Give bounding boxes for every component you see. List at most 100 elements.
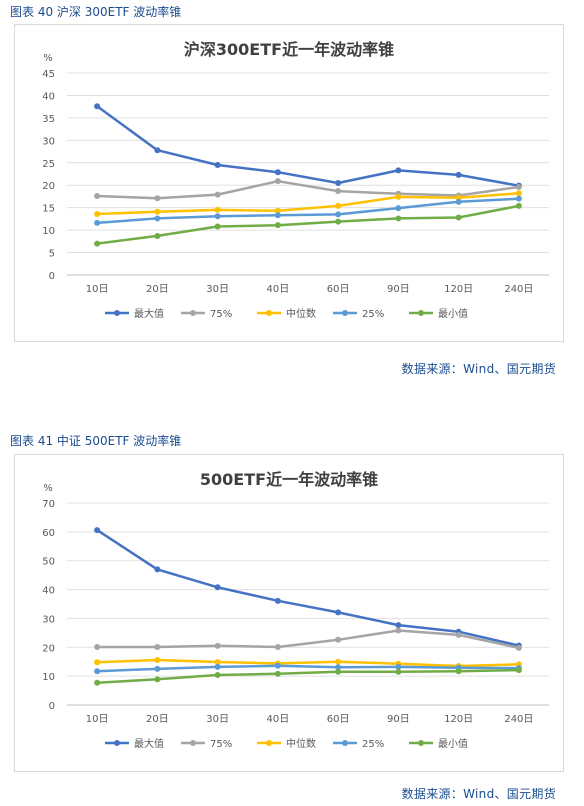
series-line-1 — [97, 629, 520, 650]
data-point — [455, 668, 462, 675]
data-point — [214, 206, 221, 213]
x-tick-label: 20日 — [146, 714, 169, 725]
chart-panel-zz500: 500ETF近一年波动率锥% 0 10 20 30 40 50 60 70 10日 20日 30日 40… — [14, 454, 564, 772]
chart-hs300-volatility-cone: 沪深300ETF近一年波动率锥% 0 5 10 15 20 25 30 35 40 45 10日 20日… — [42, 40, 549, 320]
data-point — [94, 192, 101, 199]
data-point — [395, 663, 402, 670]
data-point — [214, 659, 221, 666]
legend-label: 中位数 — [286, 307, 316, 320]
y-tick-label: 20 — [42, 181, 55, 192]
legend-label: 最小值 — [438, 737, 468, 750]
y-tick-label: 0 — [49, 271, 55, 282]
legend-label: 25% — [362, 309, 384, 320]
data-point — [335, 668, 342, 675]
y-tick-label: 30 — [42, 614, 55, 625]
chart-panel-hs300: 沪深300ETF近一年波动率锥% 0 5 10 15 20 25 30 35 40 45 10日 20日… — [14, 24, 564, 342]
data-point — [154, 147, 161, 154]
x-tick-label: 30日 — [206, 714, 229, 725]
y-tick-label: 20 — [42, 643, 55, 654]
data-point — [395, 193, 402, 200]
data-point — [154, 215, 161, 222]
y-tick-label: 40 — [42, 586, 55, 597]
y-tick-label: 15 — [42, 204, 55, 215]
y-tick-label: 10 — [42, 226, 55, 237]
series-line-2 — [97, 658, 519, 668]
data-point — [214, 642, 221, 649]
legend-marker — [418, 310, 424, 316]
data-point — [94, 659, 101, 666]
data-point — [154, 232, 161, 239]
legend-label: 25% — [362, 739, 384, 750]
data-point — [335, 188, 342, 195]
x-tick-label: 120日 — [444, 714, 473, 725]
data-point — [274, 169, 281, 176]
data-point — [515, 195, 522, 202]
data-point — [395, 622, 402, 629]
legend-marker — [418, 740, 424, 746]
legend-marker — [190, 740, 196, 746]
legend-item: 最大值 — [105, 737, 164, 750]
data-point — [154, 195, 161, 202]
legend-item: 最小值 — [409, 737, 468, 750]
source-note-41: 数据来源：Wind、国元期货 — [401, 787, 556, 801]
data-point — [94, 210, 101, 217]
legend-marker — [266, 740, 272, 746]
legend-marker — [266, 310, 272, 316]
legend-label: 中位数 — [286, 737, 316, 750]
data-point — [395, 668, 402, 675]
x-tick-label: 40日 — [267, 284, 290, 295]
y-tick-label: 30 — [42, 136, 55, 147]
chart-zz500-volatility-cone: 500ETF近一年波动率锥% 0 10 20 30 40 50 60 70 10日 20日 30日 40… — [42, 470, 549, 750]
legend-label: 75% — [210, 739, 232, 750]
chart-title: 500ETF近一年波动率锥 — [200, 470, 378, 489]
data-point — [515, 667, 522, 674]
data-point — [94, 527, 101, 534]
y-tick-label: 40 — [42, 91, 55, 102]
x-tick-label: 60日 — [327, 284, 350, 295]
legend-marker — [190, 310, 196, 316]
data-point — [335, 211, 342, 218]
data-point — [335, 609, 342, 616]
y-tick-label: 35 — [42, 114, 55, 125]
data-point — [515, 184, 522, 191]
data-point — [214, 663, 221, 670]
data-point — [154, 676, 161, 683]
data-point — [94, 668, 101, 675]
data-point — [214, 191, 221, 198]
data-point — [515, 190, 522, 197]
x-tick-label: 90日 — [387, 284, 410, 295]
chart-title: 沪深300ETF近一年波动率锥 — [184, 40, 394, 59]
data-point — [274, 222, 281, 229]
x-tick-label: 10日 — [86, 714, 109, 725]
data-point — [395, 215, 402, 222]
data-point — [214, 671, 221, 678]
data-point — [274, 178, 281, 185]
data-point — [154, 656, 161, 663]
legend-label: 75% — [210, 309, 232, 320]
legend-item: 75% — [181, 309, 232, 320]
data-point — [274, 212, 281, 219]
y-tick-label: 10 — [42, 672, 55, 683]
data-point — [515, 202, 522, 209]
x-tick-label: 240日 — [504, 284, 533, 295]
legend-item: 25% — [333, 739, 384, 750]
data-point — [455, 214, 462, 221]
y-axis-unit-label: % — [43, 483, 53, 494]
y-tick-label: 50 — [42, 557, 55, 568]
legend-label: 最大值 — [134, 737, 164, 750]
data-point — [335, 179, 342, 186]
y-axis-unit-label: % — [43, 53, 53, 64]
x-tick-label: 30日 — [206, 284, 229, 295]
data-point — [335, 664, 342, 671]
x-tick-label: 60日 — [327, 714, 350, 725]
x-tick-label: 20日 — [146, 284, 169, 295]
series-line-4 — [97, 668, 519, 685]
data-point — [94, 679, 101, 686]
y-tick-label: 5 — [49, 249, 55, 260]
data-point — [154, 643, 161, 650]
legend-label: 最大值 — [134, 307, 164, 320]
data-point — [94, 643, 101, 650]
data-point — [214, 162, 221, 169]
x-tick-label: 40日 — [267, 714, 290, 725]
data-point — [395, 627, 402, 634]
